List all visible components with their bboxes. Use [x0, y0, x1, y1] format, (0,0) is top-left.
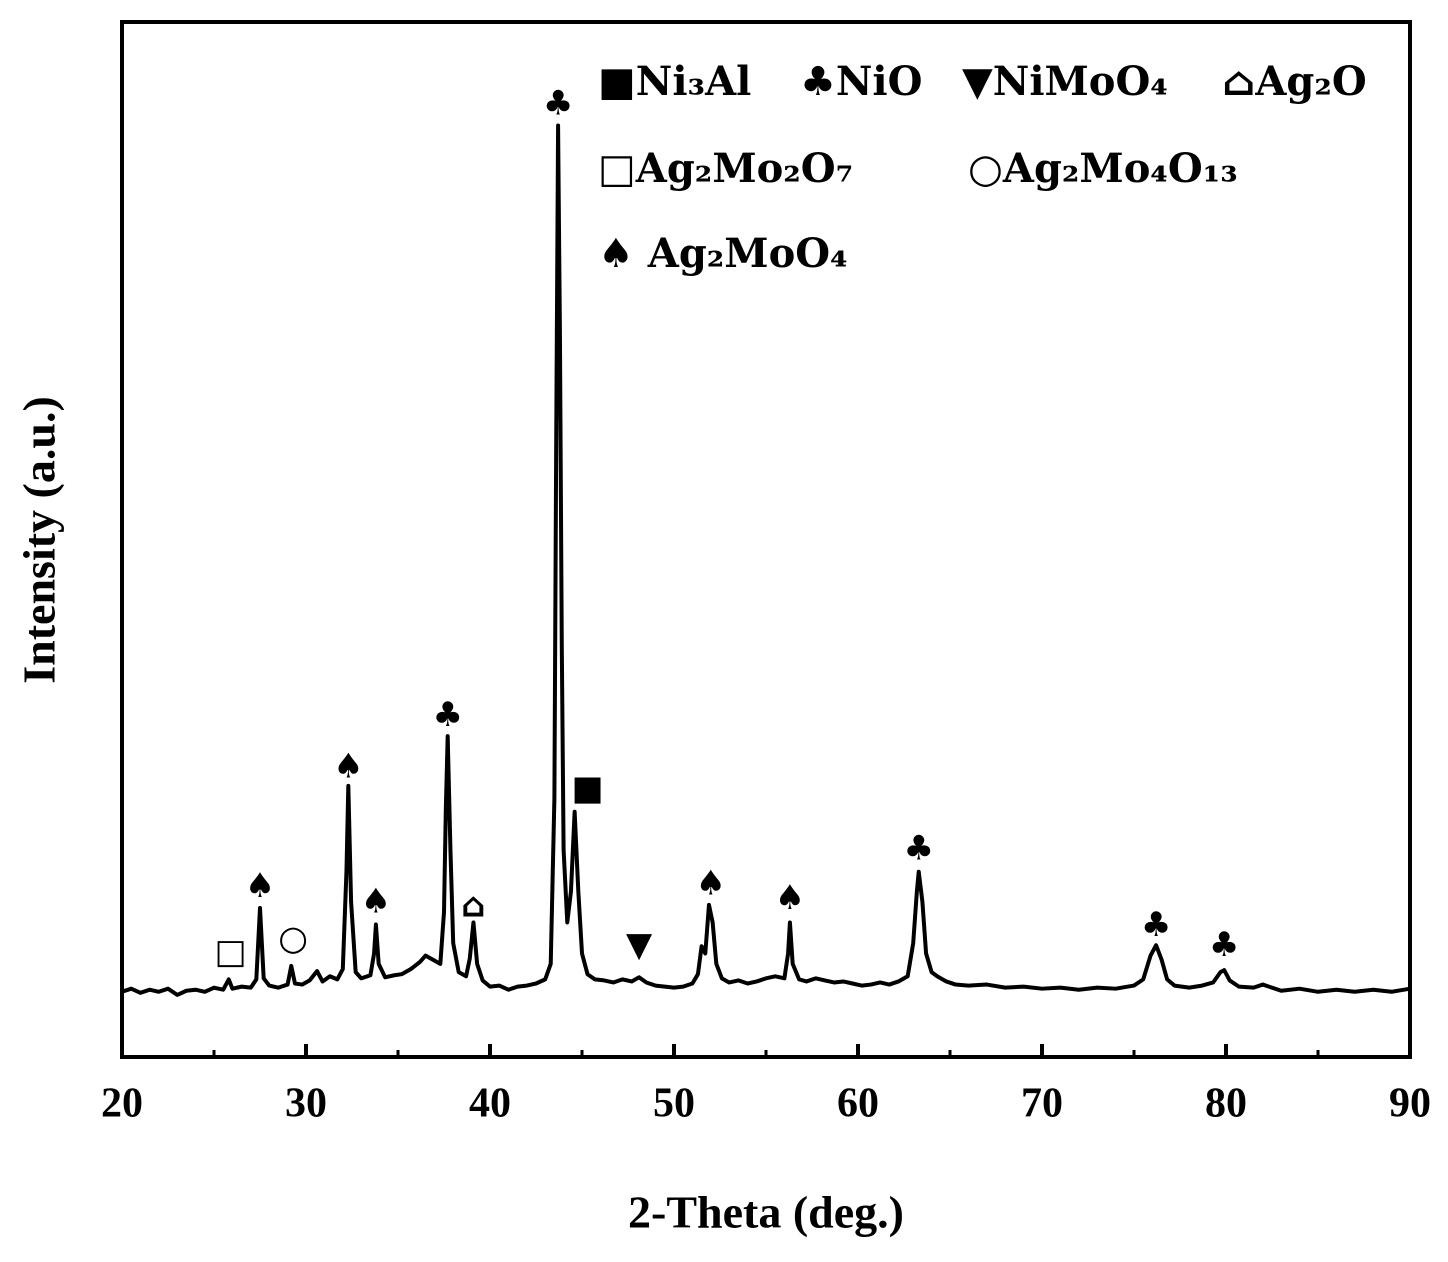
x-tick-label: 30: [285, 1081, 327, 1127]
peak-marker: □: [214, 932, 246, 972]
legend-entry: ♣NiO: [800, 58, 922, 105]
peak-marker: ♣: [1209, 925, 1239, 965]
peak-marker: ♣: [1141, 905, 1171, 945]
peak-marker: ♠: [696, 864, 726, 904]
y-axis-label: Intensity (a.u.): [14, 396, 65, 684]
legend-entry: ⌂Ag₂O: [1222, 58, 1367, 105]
peak-marker: ⌂: [461, 885, 485, 925]
peak-marker: ♣: [432, 695, 462, 735]
legend-entry: ○Ag₂Mo₄O₁₃: [968, 145, 1238, 192]
legend-entry: ■Ni₃Al: [598, 58, 751, 105]
x-tick-label: 90: [1389, 1081, 1431, 1127]
peak-marker: ▼: [626, 925, 653, 965]
peak-marker: ○: [278, 919, 308, 959]
x-tick-label: 50: [653, 1081, 695, 1127]
x-tick-label: 40: [469, 1081, 511, 1127]
peak-marker: ♠: [245, 866, 275, 906]
x-tick-label: 80: [1205, 1081, 1247, 1127]
x-axis-label: 2-Theta (deg.): [628, 1187, 904, 1238]
peak-marker: ♠: [775, 878, 805, 918]
peak-marker: ♣: [903, 829, 933, 869]
peak-marker: ♠: [333, 747, 363, 787]
peak-marker: ♠: [361, 881, 391, 921]
xrd-line: [121, 123, 1411, 997]
legend-entry: ▼NiMoO₄: [962, 58, 1168, 105]
legend-entry: ♠ Ag₂MoO₄: [598, 230, 848, 277]
x-tick-label: 70: [1021, 1081, 1063, 1127]
peak-marker: ■: [571, 768, 603, 808]
x-tick-label: 20: [101, 1081, 143, 1127]
legend-entry: □Ag₂Mo₂O₇: [598, 145, 853, 192]
peak-marker: ♣: [543, 83, 573, 123]
x-tick-label: 60: [837, 1081, 879, 1127]
